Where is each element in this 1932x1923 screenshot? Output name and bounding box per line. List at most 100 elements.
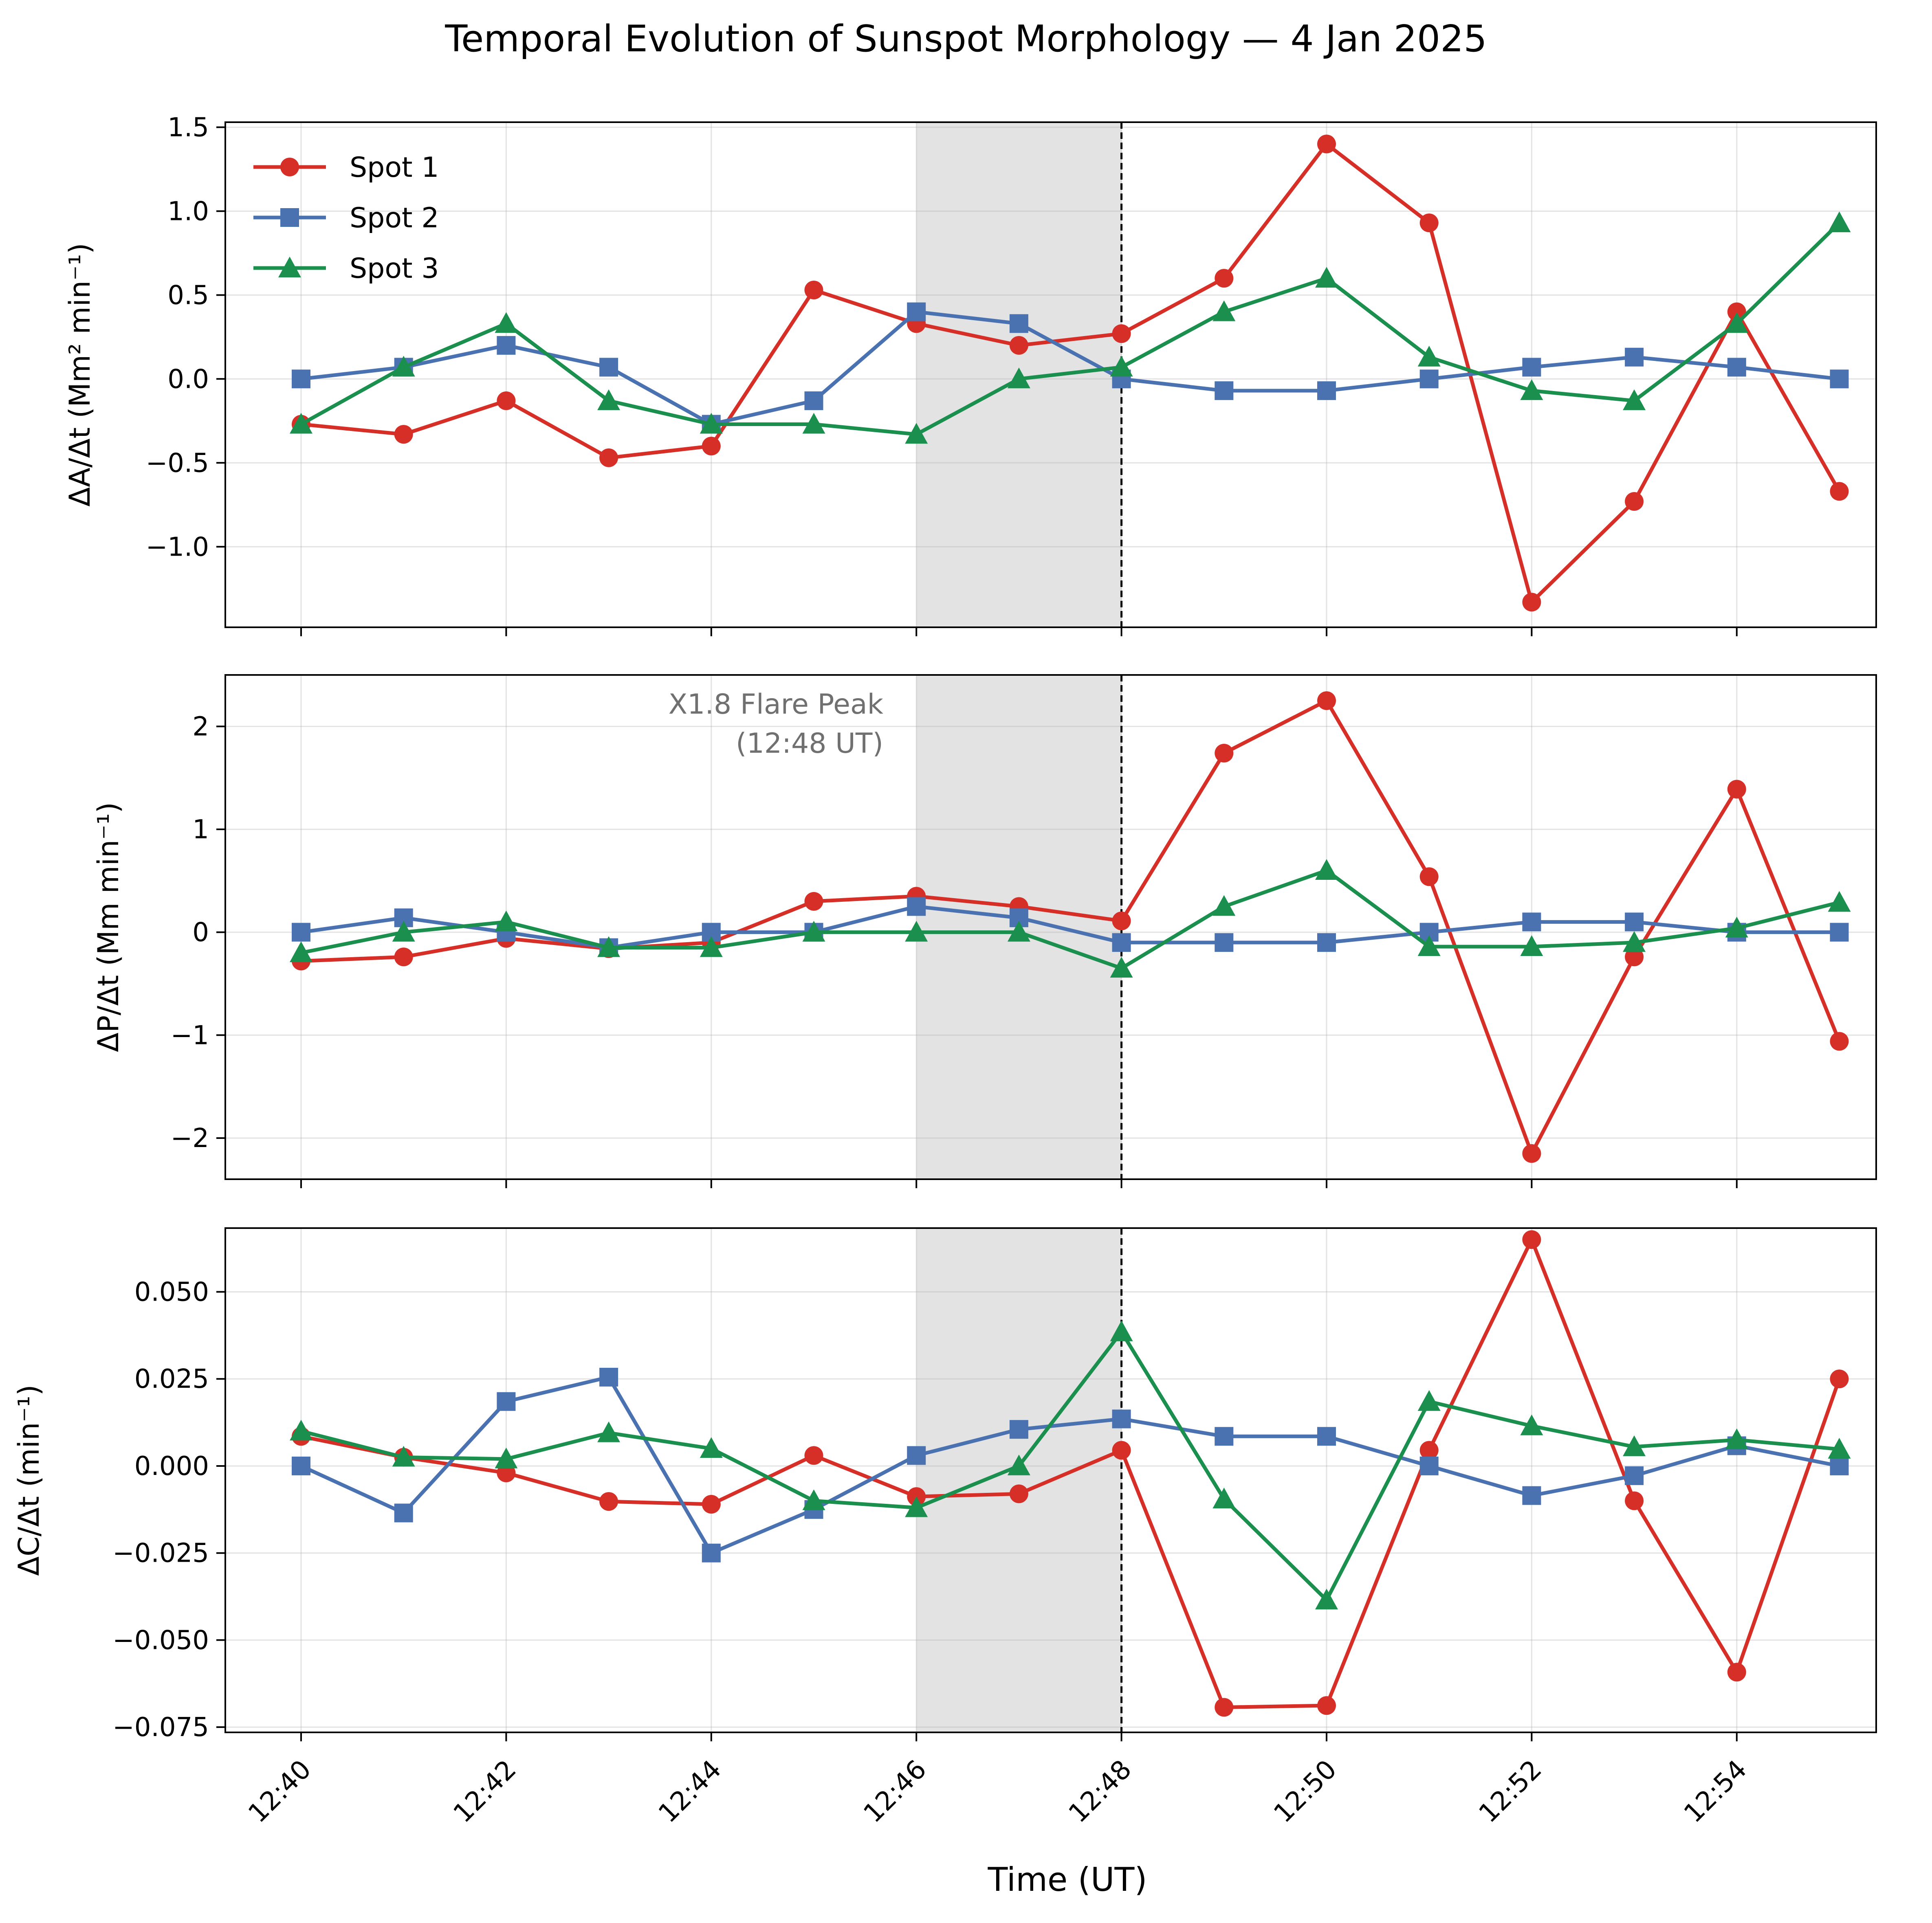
data-point-spot-3 — [597, 389, 621, 410]
y-axis-label: ΔC/Δt (min⁻¹) — [12, 1385, 46, 1576]
data-point-spot-3 — [1828, 211, 1851, 233]
panel-1: 1.5 1.0 0.5 0.0 −0.5 −1.0 ΔA/Δt (Mm² min⁻¹) — [63, 112, 1877, 636]
data-point-spot-3 — [495, 312, 518, 333]
data-point-spot-3 — [392, 921, 415, 942]
data-point-spot-3 — [290, 1420, 312, 1441]
data-point-spot-3 — [700, 1437, 723, 1458]
data-point-spot-2 — [1625, 912, 1644, 932]
y-tick-label: 0.025 — [134, 1364, 209, 1394]
y-axis-label: ΔP/Δt (Mm min⁻¹) — [92, 802, 125, 1052]
y-tick-label: 0 — [192, 918, 209, 948]
y-tick-label: 0.5 — [167, 280, 209, 310]
data-point-spot-2 — [1317, 933, 1336, 952]
y-tick-label: −1.0 — [146, 532, 209, 562]
axes-frame — [224, 1227, 1877, 1733]
data-point-spot-2 — [497, 1392, 516, 1411]
y-tick-label: 1.5 — [167, 112, 209, 143]
data-point-spot-2 — [1522, 1486, 1541, 1505]
data-point-spot-3 — [700, 936, 723, 957]
data-point-spot-2 — [292, 923, 310, 942]
data-point-spot-2 — [907, 897, 926, 916]
data-point-spot-3 — [392, 1446, 415, 1467]
data-point-spot-1 — [497, 391, 516, 410]
data-point-spot-2 — [1215, 1427, 1234, 1446]
data-point-spot-3 — [1725, 916, 1748, 938]
data-point-spot-1 — [599, 448, 618, 467]
data-point-spot-2 — [1625, 347, 1644, 367]
series-line-spot-3 — [301, 868, 1840, 970]
data-point-spot-2 — [1009, 1420, 1028, 1439]
data-point-spot-1 — [1522, 593, 1541, 612]
flare-annotation-line2: (12:48 UT) — [736, 727, 883, 760]
flare-annotation-line1: X1.8 Flare Peak — [669, 688, 884, 721]
y-tick-label: −0.075 — [112, 1712, 209, 1743]
data-point-spot-3 — [1212, 1488, 1236, 1509]
data-point-spot-3 — [1110, 356, 1133, 377]
data-point-spot-3 — [1417, 345, 1441, 367]
legend: Spot 1 Spot 2 Spot 3 — [253, 152, 439, 285]
data-point-spot-3 — [905, 1496, 928, 1517]
axes-frame — [224, 121, 1877, 628]
data-point-spot-2 — [1215, 933, 1234, 952]
data-point-spot-3 — [1623, 389, 1646, 410]
data-point-spot-1 — [804, 892, 823, 911]
y-tick-label: −1 — [171, 1020, 209, 1051]
series-line-spot-2 — [301, 310, 1840, 426]
data-point-spot-2 — [907, 1446, 926, 1465]
data-point-spot-3 — [1828, 1437, 1851, 1459]
data-point-spot-1 — [1830, 1032, 1849, 1051]
data-point-spot-3 — [1007, 921, 1030, 942]
data-point-spot-1 — [599, 1492, 618, 1511]
data-point-spot-3 — [905, 921, 928, 942]
y-tick-label: −2 — [171, 1123, 209, 1154]
data-point-spot-2 — [1112, 1409, 1131, 1429]
data-point-spot-3 — [1828, 891, 1851, 912]
data-point-spot-2 — [599, 358, 618, 377]
data-point-spot-1 — [1009, 1484, 1028, 1503]
data-point-spot-3 — [1315, 1589, 1338, 1610]
data-point-spot-3 — [1315, 267, 1338, 288]
data-point-spot-3 — [495, 1447, 518, 1468]
data-point-spot-3 — [1007, 1454, 1030, 1475]
data-point-spot-1 — [1522, 1144, 1541, 1163]
data-point-spot-2 — [1419, 1456, 1439, 1475]
data-point-spot-1 — [1317, 691, 1336, 710]
data-point-spot-3 — [597, 936, 621, 957]
data-point-spot-1 — [1009, 336, 1028, 355]
data-point-spot-3 — [1520, 935, 1543, 956]
data-point-spot-1 — [1830, 1369, 1849, 1389]
data-point-spot-3 — [290, 941, 312, 963]
data-point-spot-1 — [1419, 213, 1439, 233]
data-point-spot-2 — [702, 1543, 721, 1563]
data-point-spot-1 — [1625, 947, 1644, 967]
data-point-spot-3 — [802, 413, 825, 434]
data-point-spot-1 — [1727, 780, 1746, 799]
x-axis-label: Time (UT) — [987, 1861, 1147, 1899]
data-point-spot-1 — [804, 280, 823, 299]
flare-interval-shading — [916, 1228, 1122, 1732]
data-point-spot-3 — [1212, 300, 1236, 321]
data-point-spot-3 — [597, 1421, 621, 1442]
data-point-spot-2 — [804, 391, 823, 410]
data-point-spot-3 — [1725, 1428, 1748, 1449]
data-point-spot-2 — [1625, 1466, 1644, 1485]
data-point-spot-3 — [802, 921, 825, 942]
data-point-spot-2 — [1419, 369, 1439, 389]
legend-marker-spot-1 — [280, 158, 299, 176]
series-line-spot-3 — [300, 221, 1841, 436]
data-point-spot-1 — [1112, 911, 1131, 930]
y-tick-label: 2 — [192, 712, 209, 742]
data-point-spot-3 — [1623, 931, 1646, 952]
series-line-spot-1 — [301, 699, 1841, 1156]
data-point-spot-3 — [1623, 1435, 1646, 1456]
series-line-spot-1 — [301, 142, 1841, 604]
data-point-spot-2 — [1317, 381, 1336, 400]
data-point-spot-2 — [907, 302, 926, 321]
data-point-spot-2 — [1317, 1427, 1336, 1446]
legend-label-spot-3: Spot 3 — [350, 253, 439, 285]
data-point-spot-3 — [1110, 1320, 1133, 1341]
y-tick-label: −0.025 — [112, 1538, 209, 1569]
data-point-spot-2 — [1112, 933, 1131, 952]
legend-marker-spot-3 — [278, 257, 301, 277]
legend-label-spot-1: Spot 1 — [350, 152, 439, 184]
